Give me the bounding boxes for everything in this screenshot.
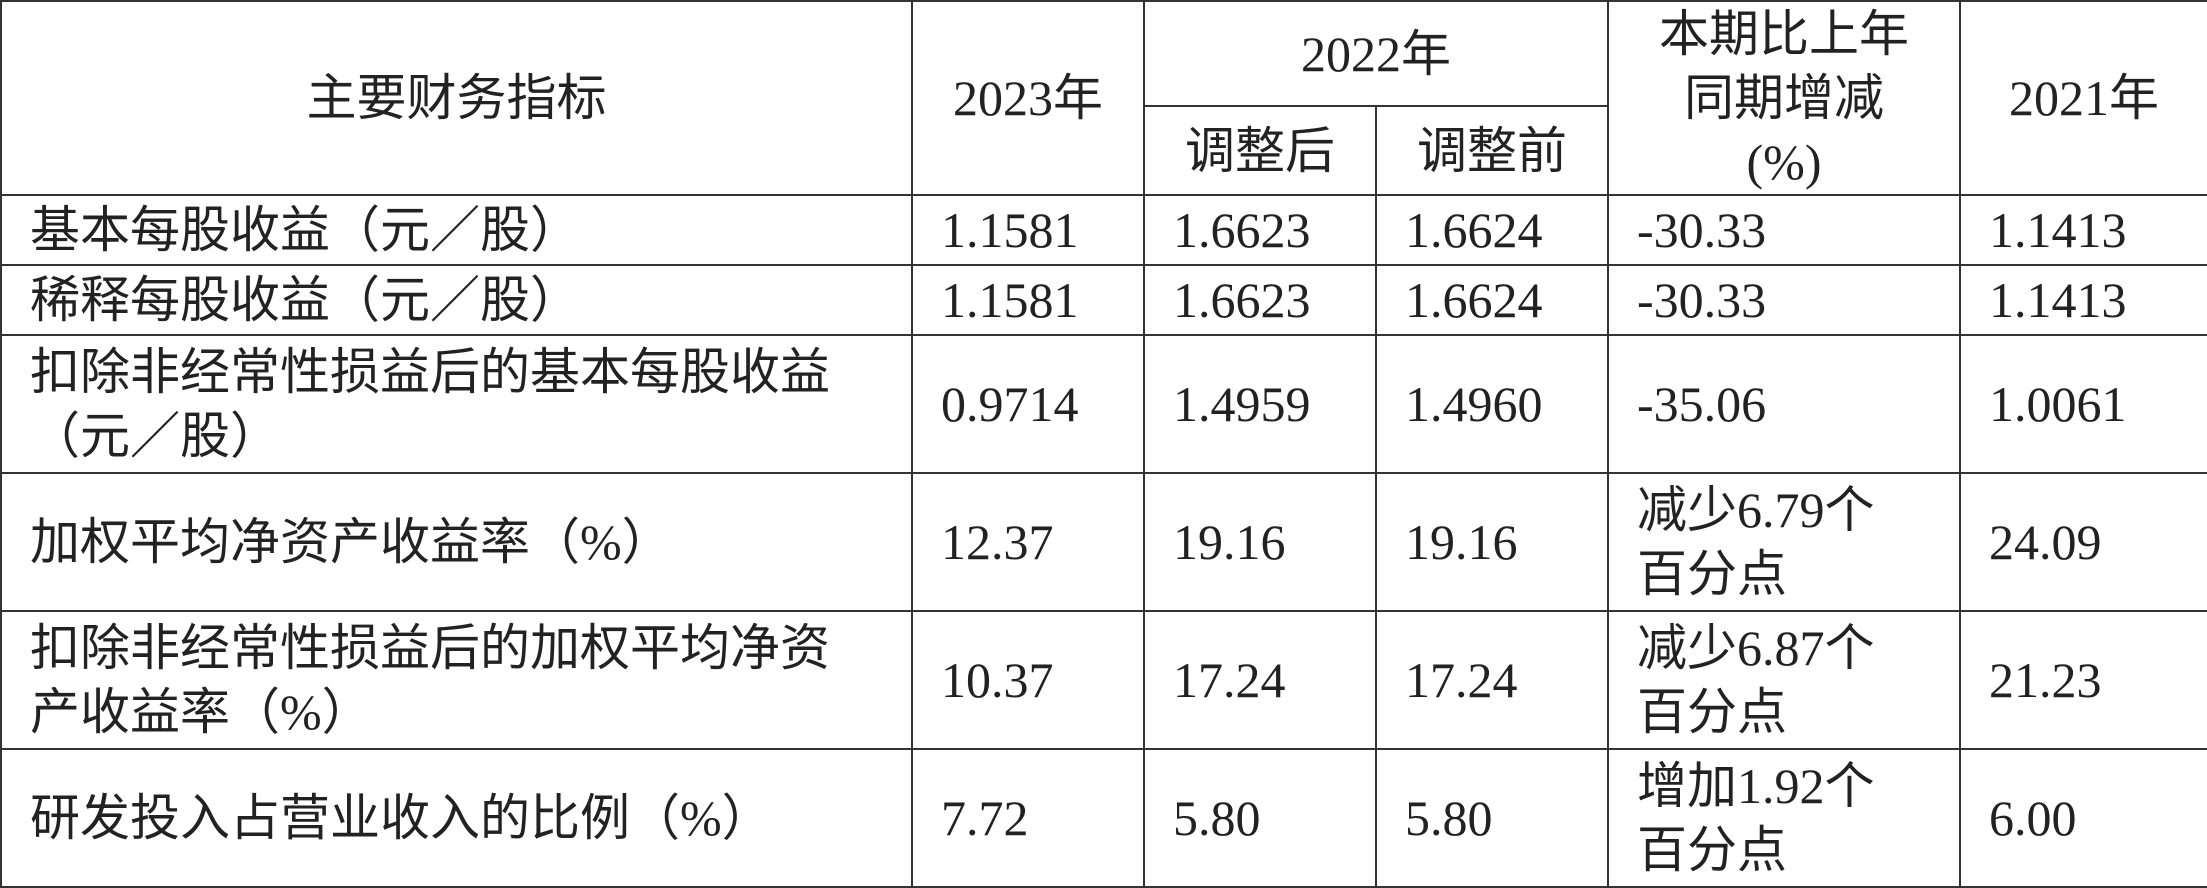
header-cell: 调整前 (1375, 105, 1609, 196)
header-row: 主要财务指标 2023年 2022年 本期比上年同期增减(%) 2021年 (0, 0, 2207, 196)
value-cell: 1.6624 (1375, 194, 1609, 266)
value-cell: 1.1413 (1959, 194, 2207, 266)
data-row: 扣除非经常性损益后的基本每股收益（元／股） 0.9714 1.4959 1.4960-… (0, 334, 2207, 474)
data-row: 稀释每股收益（元／股） 1.1581 1.6623 1.6624 -30.33 1.141… (0, 264, 2207, 336)
value-cell: 减少6.87个百分点 (1607, 610, 1961, 750)
row-label: 扣除非经常性损益后的基本每股收益（元／股） (0, 334, 913, 474)
value-cell: 1.6624 (1375, 264, 1609, 336)
value-cell: 1.6623 (1143, 194, 1377, 266)
row-label: 稀释每股收益（元／股） (0, 264, 913, 336)
value-cell: 19.16 (1143, 472, 1377, 612)
value-cell: 1.0061 (1959, 334, 2207, 474)
value-cell: 1.1581 (911, 264, 1145, 336)
data-row: 基本每股收益（元／股） 1.1581 1.6623 1.6624 -30.33 1.141… (0, 194, 2207, 266)
value-cell: -35.06 (1607, 334, 1961, 474)
data-row: 扣除非经常性损益后的加权平均净资产收益率（%） 10.37 17.24 17.24 减少… (0, 610, 2207, 750)
value-cell: 7.72 (911, 748, 1145, 888)
data-row: 加权平均净资产收益率（%） 12.37 19.16 19.16 减少6.79个百分点 24… (0, 472, 2207, 612)
value-cell: 1.4959 (1143, 334, 1377, 474)
header-row: 调整后 调整前 (1, 105, 2207, 196)
value-cell: 减少6.79个百分点 (1607, 472, 1961, 612)
value-cell: 增加1.92个百分点 (1607, 748, 1961, 888)
row-label: 基本每股收益（元／股） (0, 194, 913, 266)
value-cell: 6.00 (1959, 748, 2207, 888)
header-cell: 2023年 (911, 0, 1145, 196)
header-cell: 2022年 (1143, 0, 1609, 108)
row-label: 扣除非经常性损益后的加权平均净资产收益率（%） (0, 610, 913, 750)
value-cell: -30.33 (1607, 194, 1961, 266)
value-cell: 1.4960 (1375, 334, 1609, 474)
header-cell: 调整后 (1143, 105, 1377, 196)
data-row: 研发投入占营业收入的比例（%） 7.72 5.80 5.80 增加1.92个百分点 6.0… (0, 748, 2207, 888)
value-cell: 24.09 (1959, 472, 2207, 612)
value-cell: 10.37 (911, 610, 1145, 750)
value-cell: 21.23 (1959, 610, 2207, 750)
header-cell: 2021年 (1959, 0, 2207, 196)
value-cell: 12.37 (911, 472, 1145, 612)
value-cell: 17.24 (1143, 610, 1377, 750)
value-cell: 5.80 (1143, 748, 1377, 888)
value-cell: 1.1413 (1959, 264, 2207, 336)
value-cell: 1.6623 (1143, 264, 1377, 336)
row-label: 研发投入占营业收入的比例（%） (0, 748, 913, 888)
value-cell: 5.80 (1375, 748, 1609, 888)
value-cell: 1.1581 (911, 194, 1145, 266)
value-cell: 0.9714 (911, 334, 1145, 474)
value-cell: -30.33 (1607, 264, 1961, 336)
row-label: 加权平均净资产收益率（%） (0, 472, 913, 612)
header-cell: 主要财务指标 (0, 0, 913, 196)
value-cell: 17.24 (1375, 610, 1609, 750)
value-cell: 19.16 (1375, 472, 1609, 612)
header-cell: 本期比上年同期增减(%) (1607, 0, 1961, 196)
